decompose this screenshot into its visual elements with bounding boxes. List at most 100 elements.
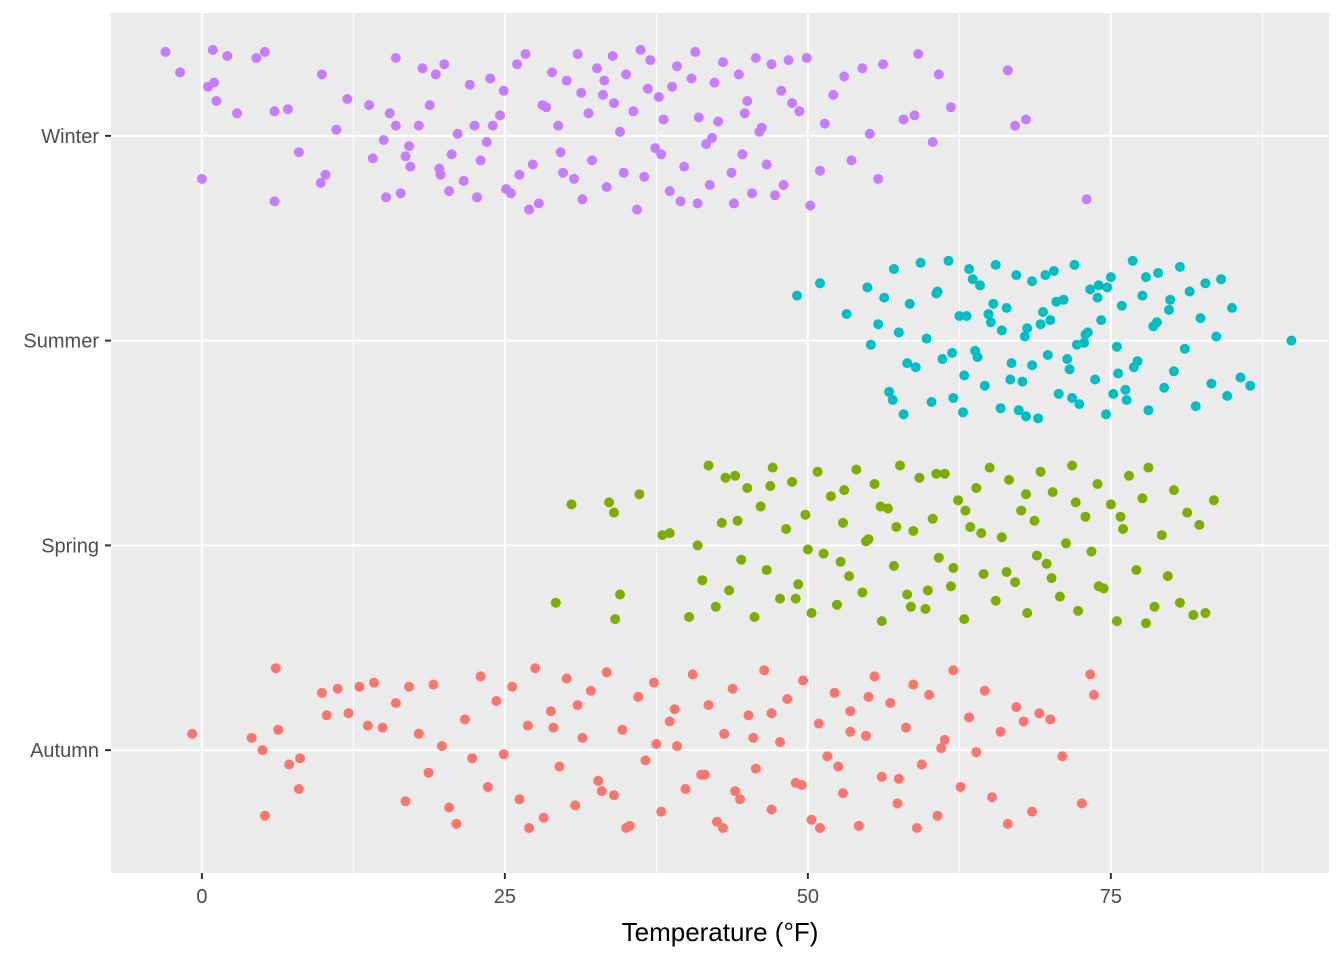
point-autumn [572, 700, 583, 711]
y-tick-label: Autumn [30, 740, 99, 762]
point-spring [1016, 505, 1027, 516]
point-spring [736, 554, 747, 565]
point-spring [931, 468, 942, 479]
point-spring [875, 501, 886, 512]
point-spring [1054, 591, 1065, 602]
point-summer [841, 309, 852, 319]
point-summer [1151, 317, 1162, 328]
point-winter [618, 167, 629, 178]
point-summer [1179, 343, 1190, 354]
point-summer [1105, 272, 1116, 283]
point-winter [316, 69, 327, 80]
point-autumn [617, 724, 628, 735]
point-summer [1011, 270, 1022, 281]
point-summer [1092, 292, 1103, 303]
point-winter [909, 110, 920, 121]
point-autumn [530, 663, 541, 674]
point-spring [960, 505, 971, 516]
point-summer [958, 407, 968, 418]
point-winter [650, 143, 661, 154]
point-spring [908, 526, 919, 536]
point-winter [828, 89, 839, 100]
point-winter [364, 100, 375, 111]
point-winter [211, 96, 222, 106]
point-autumn [766, 708, 777, 719]
point-autumn [672, 741, 682, 751]
point-summer [937, 354, 948, 364]
point-spring [781, 524, 792, 534]
point-autumn [869, 671, 880, 682]
point-autumn [475, 671, 486, 682]
point-summer [961, 311, 972, 321]
point-spring [905, 601, 916, 612]
point-spring [802, 544, 813, 555]
point-summer [1116, 300, 1127, 311]
point-spring [761, 565, 772, 575]
x-tick-label: 50 [797, 886, 819, 908]
point-spring [996, 532, 1007, 543]
point-autumn [423, 767, 434, 778]
point-summer [1245, 380, 1256, 391]
point-autumn [332, 683, 343, 694]
point-autumn [459, 714, 470, 725]
point-summer [1027, 276, 1038, 287]
point-winter [864, 128, 875, 139]
point-summer [1033, 413, 1044, 424]
point-winter [547, 67, 558, 78]
point-autumn [498, 749, 509, 760]
point-spring [1022, 608, 1033, 618]
point-winter [381, 192, 392, 203]
point-spring [550, 597, 561, 608]
point-winter [653, 92, 664, 102]
point-spring [1188, 610, 1199, 620]
point-autumn [687, 669, 698, 680]
point-winter [766, 59, 777, 70]
point-winter [645, 55, 656, 66]
point-autumn [1085, 669, 1096, 680]
point-autumn [596, 786, 607, 797]
point-summer [954, 311, 965, 321]
point-winter [395, 188, 406, 199]
point-winter [801, 53, 812, 63]
point-spring [1093, 581, 1104, 592]
point-autumn [829, 687, 840, 698]
point-autumn [482, 782, 493, 792]
point-winter [713, 116, 724, 127]
y-tick-label: Spring [41, 535, 99, 557]
point-winter [776, 85, 787, 96]
point-winter [572, 49, 583, 59]
point-autumn [538, 812, 549, 823]
point-winter [576, 87, 587, 98]
point-winter [583, 108, 594, 119]
point-winter [615, 126, 625, 137]
point-summer [995, 403, 1006, 414]
point-winter [485, 73, 496, 84]
point-summer [1051, 296, 1062, 307]
point-summer [943, 255, 954, 266]
point-winter [679, 161, 690, 172]
point-autumn [936, 743, 947, 754]
point-spring [876, 616, 887, 627]
point-spring [1070, 497, 1081, 508]
point-winter [533, 198, 544, 209]
point-winter [1021, 114, 1031, 125]
point-spring [1031, 550, 1042, 561]
point-autumn [284, 759, 295, 770]
point-summer [1184, 286, 1195, 297]
point-summer [1190, 401, 1201, 412]
point-summer [873, 319, 884, 330]
point-spring [959, 614, 970, 625]
point-autumn [428, 679, 439, 690]
point-summer [1042, 350, 1053, 360]
point-autumn [246, 732, 257, 743]
point-summer [926, 397, 937, 407]
point-autumn [1057, 751, 1068, 762]
point-summer [1064, 364, 1075, 375]
point-winter [520, 49, 531, 59]
point-autumn [577, 732, 588, 743]
point-autumn [971, 747, 982, 758]
point-spring [1004, 474, 1014, 485]
point-winter [475, 155, 486, 166]
point-autumn [813, 718, 824, 729]
point-summer [959, 370, 970, 381]
